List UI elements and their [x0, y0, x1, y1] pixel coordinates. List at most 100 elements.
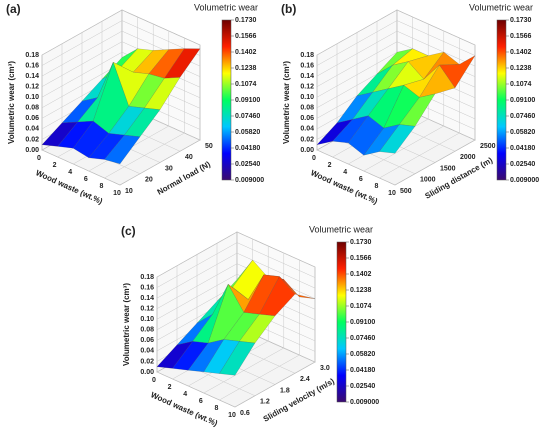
y-tick-label: 2000: [460, 154, 476, 161]
z-tick-label: 0.00: [300, 147, 314, 154]
z-tick-label: 0.02: [300, 136, 314, 143]
z-tick-label: 0.18: [25, 52, 39, 59]
grid-line: [316, 52, 398, 98]
grid-line: [236, 252, 316, 289]
z-tick-label: 0.08: [140, 327, 154, 334]
z-tick-label: 0.14: [25, 73, 39, 80]
colorbar-tick-label: 0.1730: [235, 17, 257, 24]
colorbar-tick-label: 0.07460: [510, 113, 535, 120]
grid-line: [156, 242, 238, 288]
panel-label: (a): [6, 2, 21, 16]
surface-cell: [104, 134, 141, 165]
colorbar-tick-label: 0.1402: [350, 271, 372, 278]
colorbar-tick-label: 0.02540: [235, 161, 260, 168]
panel-label: (c): [121, 224, 136, 238]
colorbar-tick-label: 0.07460: [350, 335, 375, 342]
y-tick-label: 40: [185, 154, 193, 161]
x-tick-label: 6: [359, 176, 363, 183]
grid-line: [156, 231, 238, 278]
z-tick-label: 0.18: [140, 274, 154, 281]
grid-line: [316, 41, 398, 87]
x-tick-label: 2: [168, 384, 172, 391]
colorbar-tick-label: 0.1566: [350, 255, 372, 262]
y-tick-label: 1500: [440, 165, 456, 172]
x-tick-label: 8: [99, 183, 103, 190]
x-tick-label: 4: [343, 169, 347, 176]
colorbar-tick-label: 0.1074: [350, 303, 372, 310]
z-tick-label: 0.08: [25, 105, 39, 112]
colorbar-tick-label: 0.1730: [510, 17, 532, 24]
grid-line: [316, 20, 398, 66]
grid-line: [156, 371, 236, 408]
y-tick-label: 3.0: [320, 365, 330, 372]
colorbar: [496, 19, 507, 181]
z-tick-label: 0.10: [140, 316, 154, 323]
y-tick-label: 2.4: [300, 376, 310, 383]
y-tick-label: 10: [125, 188, 133, 195]
grid-line: [121, 9, 201, 46]
grid-line: [41, 52, 123, 98]
grid-line: [396, 20, 476, 56]
x-tick-label: 6: [84, 176, 88, 183]
x-tick-label: 4: [68, 169, 72, 176]
grid-line: [316, 30, 398, 77]
x-tick-label: 10: [388, 190, 396, 197]
panel: 0 2 4 6 8 10 10 20 30 40 50 0.00 0.02 0.04 0.06 0.08 0.1…: [6, 2, 264, 206]
z-tick-label: 0.10: [300, 94, 314, 101]
z-tick-label: 0.16: [300, 62, 314, 69]
grid-line: [156, 274, 238, 320]
z-tick-label: 0.06: [140, 337, 154, 344]
colorbar-tick-label: 0.1730: [350, 239, 372, 246]
y-tick-label: 2500: [480, 143, 496, 150]
panel: 0 2 4 6 8 10 500 1000 1500 2000 2500 0.00 0.02 0.04 0.…: [281, 2, 539, 206]
colorbar-tick-label: 0.09100: [350, 319, 375, 326]
colorbar-tick-label: 0.1074: [235, 81, 257, 88]
grid-line: [236, 231, 316, 268]
panel: 0 2 4 6 8 10 0.6 1.2 1.8 2.4 3.0 0.00 0.02 0.04 0.06 0.…: [121, 224, 379, 428]
grid-line: [156, 252, 238, 299]
z-tick-label: 0.04: [25, 126, 39, 133]
colorbar-tick-label: 0.1402: [510, 49, 532, 56]
colorbar-tick-label: 0.009000: [510, 177, 539, 184]
colorbar-tick-label: 0.04180: [235, 145, 260, 152]
colorbar-tick-label: 0.05820: [350, 351, 375, 358]
z-tick-label: 0.12: [140, 306, 154, 313]
x-tick-label: 8: [374, 183, 378, 190]
grid-line: [156, 284, 238, 330]
grid-line: [41, 149, 121, 186]
grid-line: [41, 41, 123, 87]
colorbar-title: Volumetric wear: [309, 224, 373, 234]
grid-line: [236, 242, 316, 278]
y-tick-label: 30: [165, 165, 173, 172]
panel-label: (b): [281, 2, 296, 16]
colorbar-tick-label: 0.009000: [350, 399, 379, 406]
z-tick-label: 0.16: [140, 284, 154, 291]
colorbar: [336, 241, 347, 403]
colorbar-tick-label: 0.02540: [350, 383, 375, 390]
colorbar-tick-label: 0.1566: [510, 33, 532, 40]
colorbar-tick-label: 0.1402: [235, 49, 257, 56]
colorbar-tick-label: 0.009000: [235, 177, 264, 184]
z-tick-label: 0.16: [25, 62, 39, 69]
colorbar-tick-label: 0.1566: [235, 33, 257, 40]
colorbar-tick-label: 0.04180: [510, 145, 535, 152]
colorbar-tick-label: 0.05820: [510, 129, 535, 136]
x-tick-label: 4: [183, 391, 187, 398]
y-tick-label: 1000: [420, 177, 436, 184]
z-tick-label: 0.06: [25, 115, 39, 122]
colorbar-tick-label: 0.1238: [350, 287, 372, 294]
grid-line: [396, 9, 476, 46]
y-tick-label: 1.2: [260, 399, 270, 406]
colorbar-title: Volumetric wear: [469, 2, 533, 12]
z-tick-label: 0.04: [300, 126, 314, 133]
z-axis-label: Volumetric wear (cm³): [7, 61, 16, 144]
z-tick-label: 0.06: [300, 115, 314, 122]
x-tick-label: 8: [214, 405, 218, 412]
y-tick-label: 20: [145, 177, 153, 184]
colorbar-tick-label: 0.04180: [350, 367, 375, 374]
grid-line: [316, 149, 396, 186]
colorbar-tick-label: 0.09100: [510, 97, 535, 104]
y-tick-label: 500: [400, 188, 412, 195]
colorbar-tick-label: 0.1074: [510, 81, 532, 88]
z-tick-label: 0.00: [140, 369, 154, 376]
